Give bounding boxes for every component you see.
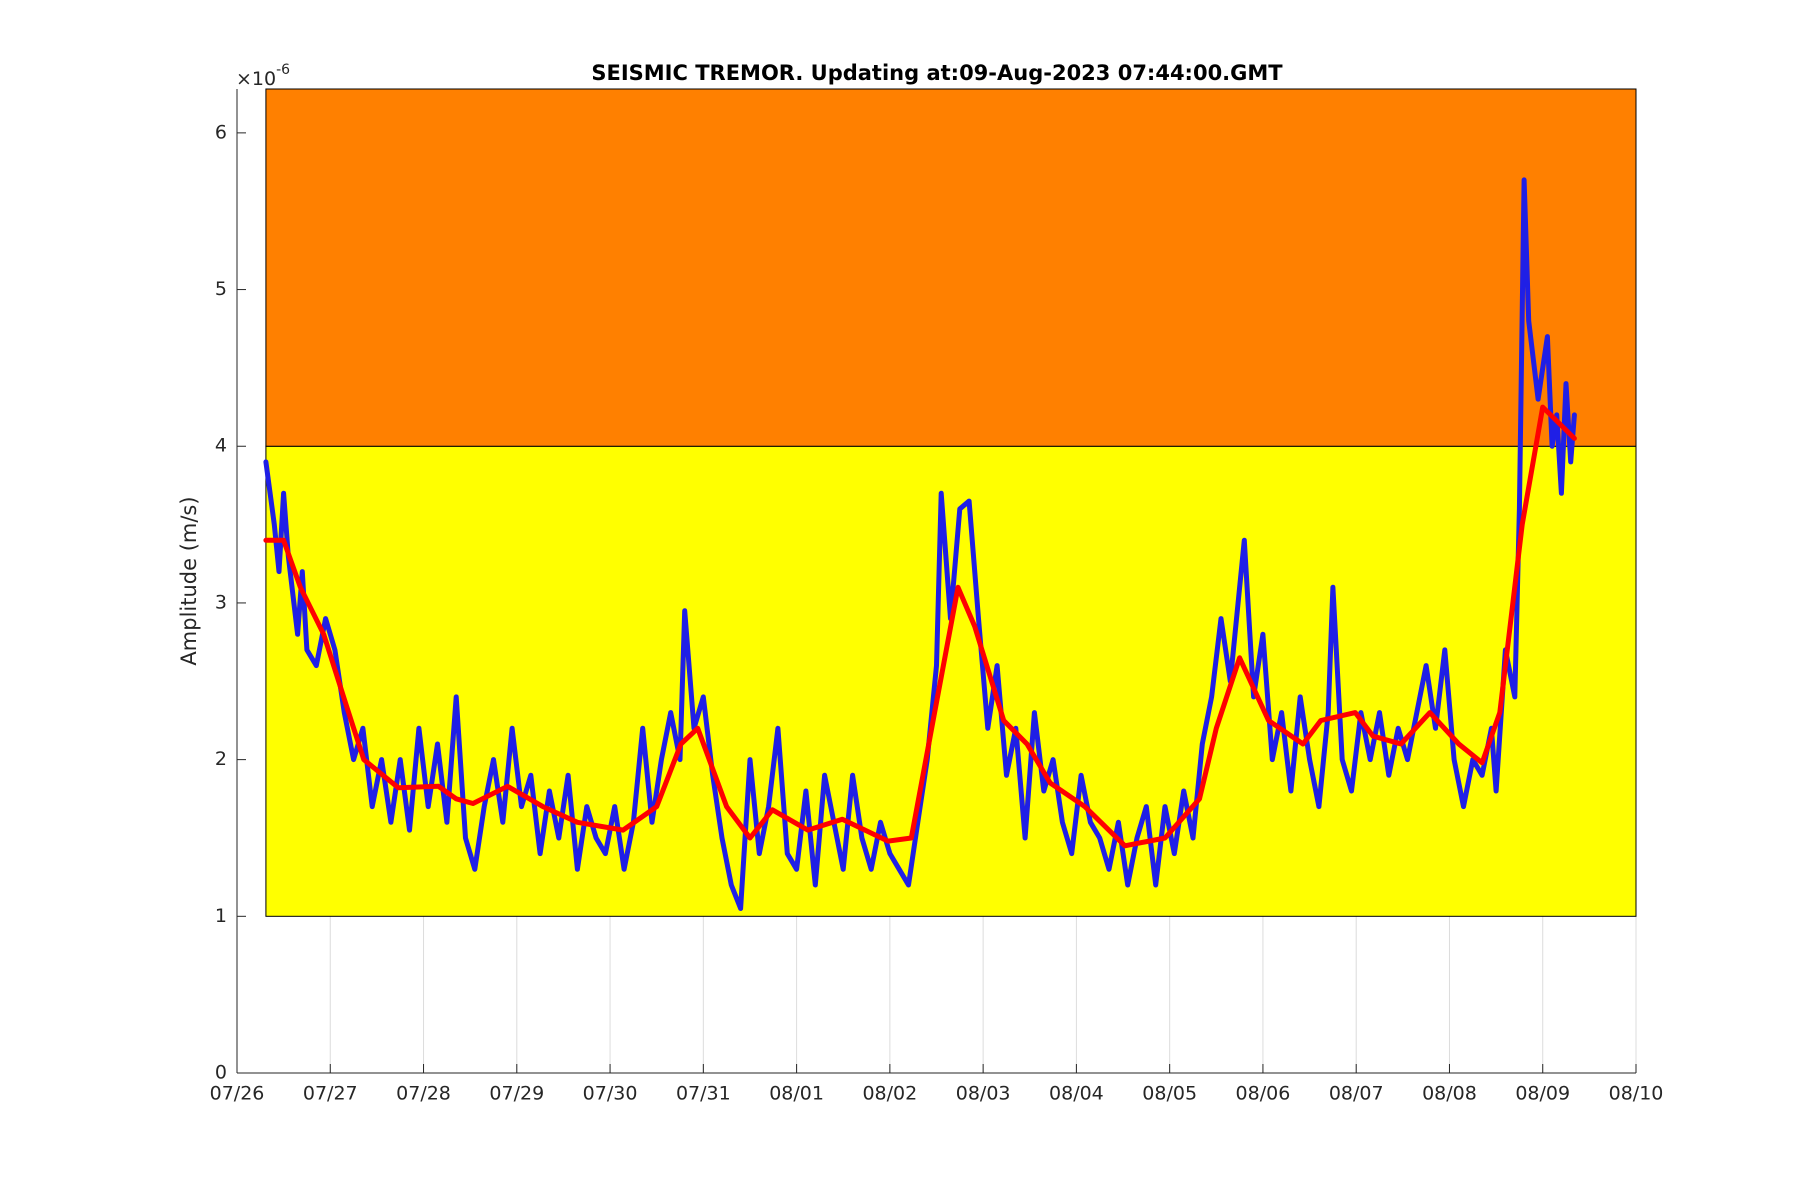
x-tick-label: 08/07 <box>1329 1083 1384 1105</box>
x-tick-label: 08/06 <box>1236 1083 1291 1105</box>
x-tick-label: 08/10 <box>1609 1083 1664 1105</box>
y-tick-label: 4 <box>215 435 227 457</box>
threshold-band <box>265 445 1637 917</box>
x-tick-label: 08/03 <box>956 1083 1011 1105</box>
series-line <box>263 404 1577 849</box>
y-tick-label: 3 <box>215 591 227 613</box>
x-tick-label: 08/02 <box>862 1083 917 1105</box>
x-tick-label: 07/27 <box>303 1083 358 1105</box>
x-tick-label: 08/05 <box>1142 1083 1197 1105</box>
y-tick-label: 0 <box>215 1062 227 1084</box>
x-tick-label: 08/08 <box>1422 1083 1477 1105</box>
x-tick-label: 07/29 <box>489 1083 544 1105</box>
y-tick-label: 5 <box>215 278 227 300</box>
x-tick-label: 07/26 <box>210 1083 265 1105</box>
series-line <box>263 177 1577 911</box>
threshold-band <box>265 88 1637 447</box>
x-tick-label: 07/30 <box>583 1083 638 1105</box>
x-tick-label: 08/01 <box>769 1083 824 1105</box>
y-multiplier-base: ×10 <box>236 68 276 90</box>
x-tick-label: 08/09 <box>1515 1083 1570 1105</box>
x-tick-label: 07/28 <box>396 1083 451 1105</box>
y-tick-label: 2 <box>215 748 227 770</box>
x-tick-label: 07/31 <box>676 1083 731 1105</box>
x-tick-label: 08/04 <box>1049 1083 1104 1105</box>
y-tick-label: 6 <box>215 121 227 143</box>
y-tick-label: 1 <box>215 905 227 927</box>
y-multiplier-exponent: -6 <box>276 62 290 78</box>
chart-title: SEISMIC TREMOR. Updating at:09-Aug-2023 … <box>591 61 1283 85</box>
y-multiplier: ×10-6 <box>236 62 290 90</box>
y-axis-label: Amplitude (m/s) <box>177 496 201 665</box>
